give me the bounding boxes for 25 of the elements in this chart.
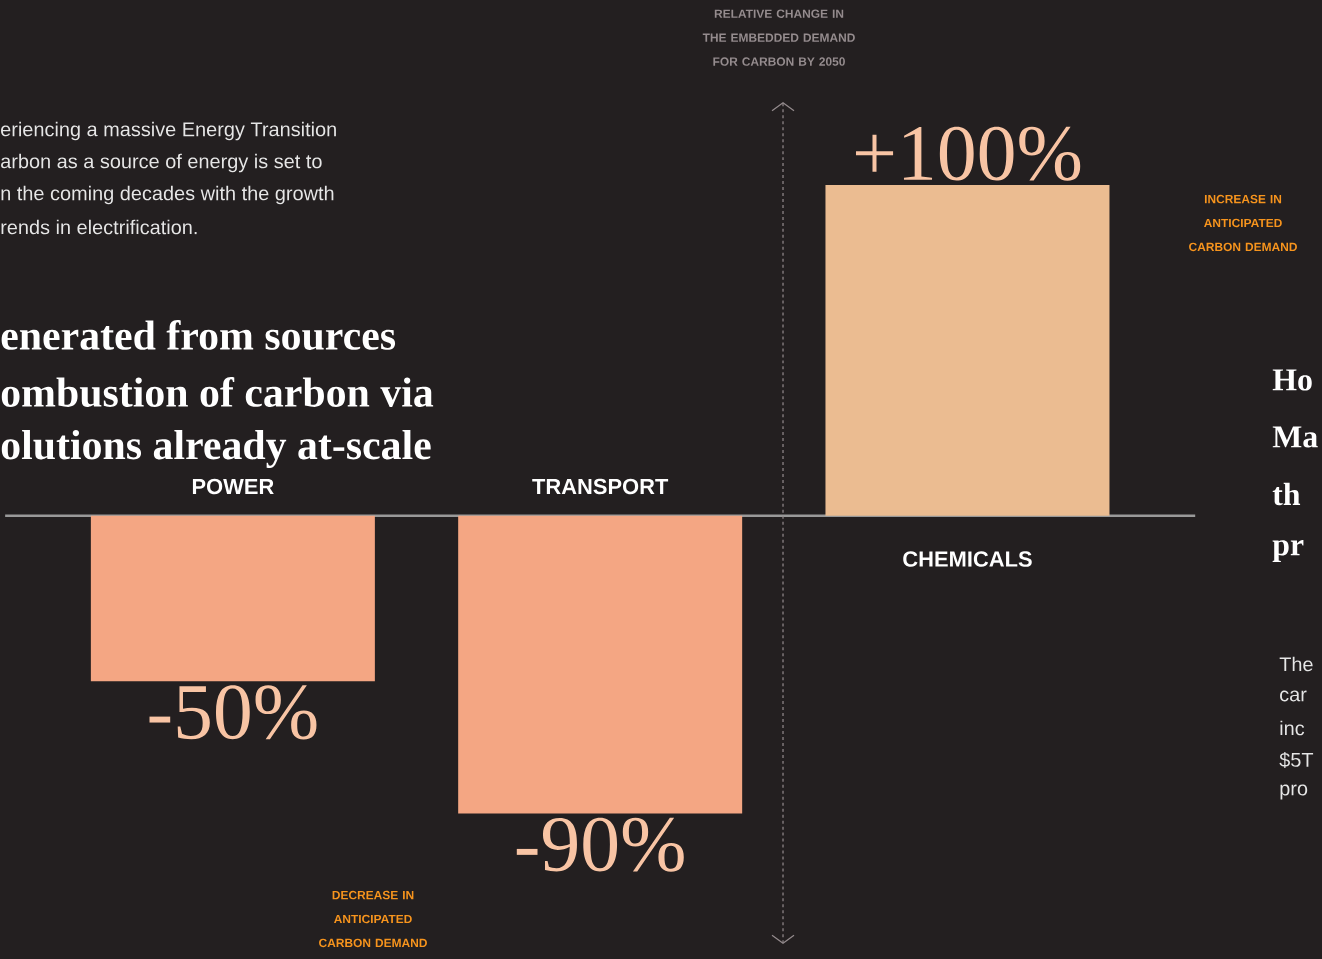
text: pr bbox=[1272, 540, 1304, 562]
text: DECREASE IN ANTICIPATED CARBON DEMAND bbox=[319, 890, 427, 948]
annotation: n the coming decades with the growth bbox=[1, 185, 334, 205]
text: Ho bbox=[1272, 369, 1312, 391]
text: th bbox=[1272, 482, 1301, 506]
text: car bbox=[1280, 690, 1307, 702]
text: eriencing a massive Energy Transition bbox=[1, 121, 336, 141]
text: arbon as a source of energy is set to bbox=[1, 153, 322, 173]
annotation: enerated from sources bbox=[1, 320, 396, 350]
data-label: -90% bbox=[516, 817, 684, 872]
annotation: rends in electrification. bbox=[1, 219, 197, 235]
x-tick-label: POWER bbox=[192, 478, 274, 495]
data-label: -50% bbox=[149, 685, 317, 740]
data-label: +100% bbox=[855, 126, 1081, 181]
text: inc bbox=[1280, 720, 1305, 736]
annotation: olutions already at-scale bbox=[1, 429, 431, 469]
text: RELATIVE CHANGE IN THE EMBEDDED DEMAND FOR CARBON BY 2050 bbox=[702, 9, 855, 66]
text: The bbox=[1279, 656, 1313, 672]
x-tick-label: TRANSPORT bbox=[532, 478, 669, 495]
annotation: ombustion of carbon via bbox=[1, 377, 434, 407]
x-tick-label: CHEMICALS bbox=[903, 551, 1032, 567]
text: Ma bbox=[1272, 426, 1318, 448]
text: pro bbox=[1280, 784, 1308, 800]
text: INCREASE IN ANTICIPATED CARBON DEMAND bbox=[1189, 194, 1297, 252]
text: $5T bbox=[1279, 751, 1314, 769]
